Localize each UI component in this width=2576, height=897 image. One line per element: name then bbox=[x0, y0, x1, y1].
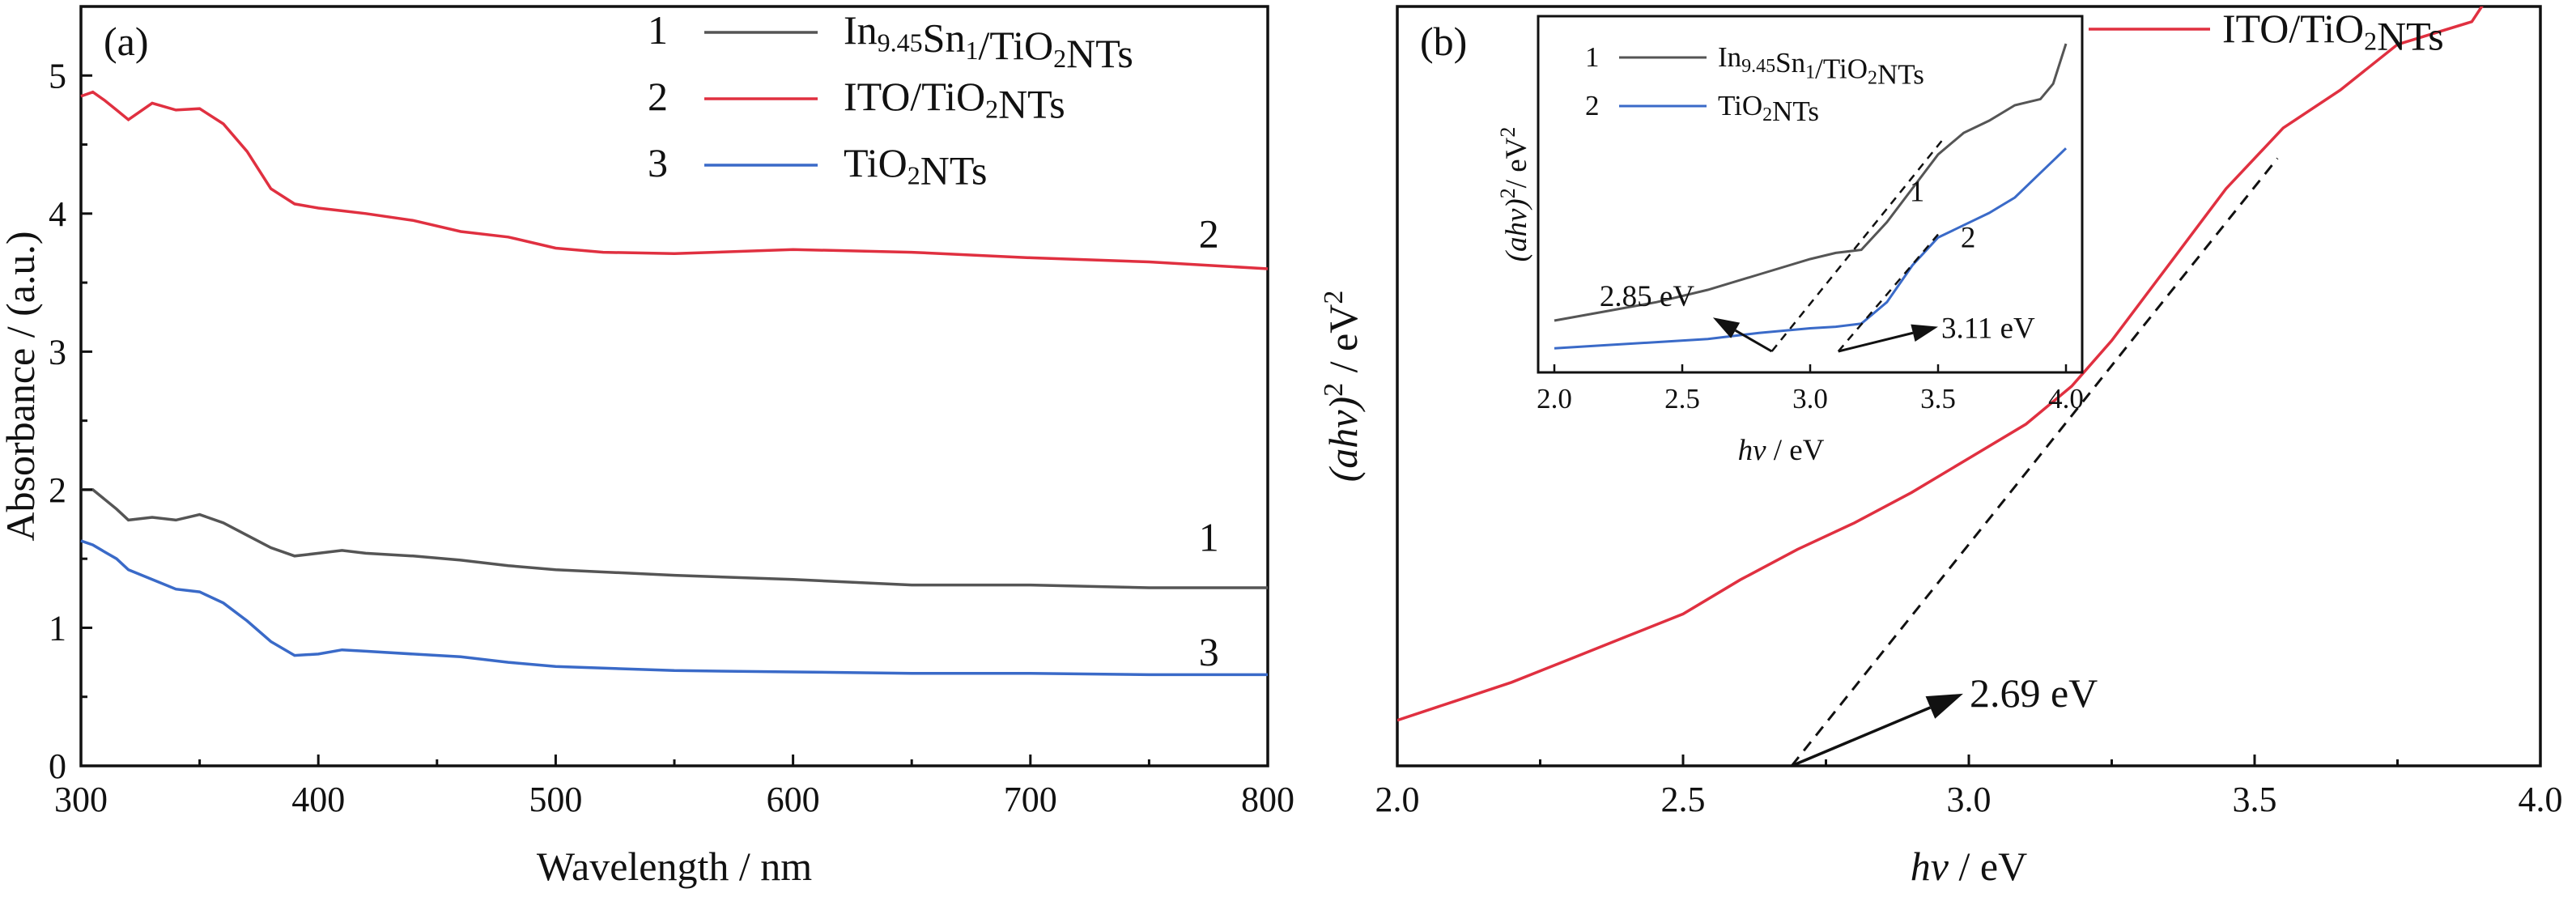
panel-b-x-tick-label: 3.5 bbox=[2233, 780, 2277, 819]
panel-a-x-tick-label: 800 bbox=[1241, 780, 1294, 819]
panel-b-annotation-label: 2.69 eV bbox=[1970, 670, 2098, 716]
panel-a-legend-label: ITO/TiO2NTs bbox=[844, 74, 1065, 127]
panel-b-legend: ITO/TiO2NTs bbox=[2089, 6, 2444, 59]
inset-x-tick-label: 2.0 bbox=[1537, 383, 1572, 414]
panel-a-y-tick-label: 0 bbox=[49, 746, 66, 786]
inset-arrow-head bbox=[1712, 317, 1741, 338]
panel-b-curves bbox=[1397, 6, 2484, 766]
panel-b-legend-label: ITO/TiO2NTs bbox=[2222, 6, 2444, 59]
inset-y-axis-title: (ahv)2/ eV2 bbox=[1496, 127, 1533, 262]
inset-arrow-shaft bbox=[1838, 331, 1914, 353]
inset-curve-label: 1 bbox=[1910, 175, 1925, 208]
inset-background bbox=[1538, 16, 2082, 372]
panel-b-x-axis-title: hv / eV bbox=[1911, 844, 2027, 889]
inset-arrow-head bbox=[1911, 324, 1938, 342]
panel-a-series-line-2 bbox=[80, 90, 1269, 270]
panel-a-y-tick-label: 1 bbox=[49, 608, 66, 648]
inset-legend-number: 1 bbox=[1585, 41, 1600, 73]
inset-legend-number: 2 bbox=[1585, 90, 1600, 121]
panel-a-legend-label: TiO2NTs bbox=[844, 140, 987, 193]
inset-x-tick-label: 4.0 bbox=[2048, 383, 2084, 414]
inset-curves bbox=[1554, 43, 2068, 352]
panel-b-x-tick-label: 2.5 bbox=[1661, 780, 1706, 819]
inset-legend-label: TiO2NTs bbox=[1718, 90, 1819, 127]
inset-annotations: 2.85 eV 3.11 eV bbox=[1600, 280, 2035, 353]
panel-a-legend-number: 3 bbox=[648, 140, 668, 185]
inset-legend-label: In9.45Sn1/TiO2NTs bbox=[1718, 41, 1924, 91]
panel-a-ticks: 300 400 500 600 700 800 0 1 2 3 4 5 bbox=[49, 56, 1294, 819]
panel-a-x-tick-label: 400 bbox=[291, 780, 345, 819]
panel-a-legend-number: 2 bbox=[648, 74, 668, 119]
panel-a-label: (a) bbox=[104, 19, 149, 64]
panel-a-legend: 1 In9.45Sn1/TiO2NTs 2 ITO/TiO2NTs 3 TiO2NTs bbox=[648, 7, 1133, 193]
panel-b-tangent-line bbox=[1790, 157, 2279, 766]
panel-a-y-axis-title: Absorbance / (a.u.) bbox=[0, 231, 43, 541]
panel-a-legend-label: In9.45Sn1/TiO2NTs bbox=[844, 7, 1133, 76]
panel-a-y-tick-label: 5 bbox=[49, 56, 66, 96]
panel-b-ticks: 2.0 2.5 3.0 3.5 4.0 bbox=[1375, 755, 2563, 819]
panel-b-x-tick-label: 4.0 bbox=[2519, 780, 2563, 819]
panel-a-y-tick-label: 2 bbox=[49, 470, 66, 510]
inset-tangent-line bbox=[1837, 233, 1939, 352]
panel-b-label: (b) bbox=[1420, 19, 1467, 64]
panel-b-x-tick-label: 2.0 bbox=[1375, 780, 1420, 819]
inset-series-line-2 bbox=[1554, 147, 2068, 350]
inset-x-tick-label: 2.5 bbox=[1664, 383, 1700, 414]
inset-annotation-label: 2.85 eV bbox=[1600, 280, 1694, 313]
panel-b: (b) 2.0 2.5 3.0 3.5 4.0 ITO/TiO2NTs 2.69 eV … bbox=[1319, 5, 2563, 889]
panel-a-y-tick-label: 3 bbox=[49, 332, 66, 372]
panel-a-curves bbox=[80, 90, 1269, 677]
panel-b-series-line-1 bbox=[1397, 6, 2484, 722]
panel-a-curve-labels: 2 1 3 bbox=[1199, 210, 1219, 674]
panel-a-x-tick-label: 500 bbox=[529, 780, 582, 819]
panel-b-y-axis-title: (ahv)2 / eV2 bbox=[1319, 291, 1366, 483]
panel-a-frame bbox=[79, 5, 1269, 767]
inset-ticks: 2.0 2.5 3.0 3.5 4.0 bbox=[1537, 364, 2084, 414]
inset-x-tick-label: 3.5 bbox=[1920, 383, 1956, 414]
panel-a-curve-label: 3 bbox=[1199, 629, 1219, 674]
panel-a: (a) 300 400 500 600 700 800 0 1 2 3 4 5 1 In9.45Sn1/… bbox=[0, 5, 1294, 889]
panel-a-x-tick-label: 700 bbox=[1004, 780, 1057, 819]
panel-a-x-tick-label: 300 bbox=[54, 780, 108, 819]
inset-x-tick-label: 3.0 bbox=[1792, 383, 1828, 414]
panel-b-arrow-head bbox=[1925, 693, 1963, 719]
inset-arrow-shaft bbox=[1734, 329, 1773, 353]
inset-chart: 2.0 2.5 3.0 3.5 4.0 1 In9.45Sn1/TiO2NTs 2 TiO2N… bbox=[1496, 15, 2084, 467]
panel-a-curve-label: 1 bbox=[1199, 515, 1219, 560]
panel-a-y-tick-label: 4 bbox=[49, 194, 66, 234]
inset-tangent-line bbox=[1770, 138, 1945, 352]
panel-b-x-tick-label: 3.0 bbox=[1947, 780, 1992, 819]
panel-b-annotation: 2.69 eV bbox=[1791, 670, 2098, 767]
inset-curve-label: 2 bbox=[1961, 221, 1976, 254]
panel-a-legend-number: 1 bbox=[648, 7, 668, 53]
panel-a-x-axis-title: Wavelength / nm bbox=[537, 844, 812, 889]
inset-x-axis-title: hv / eV bbox=[1738, 434, 1825, 467]
panel-b-arrow-shaft bbox=[1791, 706, 1932, 767]
inset-annotation-label: 3.11 eV bbox=[1941, 312, 2035, 346]
panel-a-curve-label: 2 bbox=[1199, 210, 1219, 256]
panel-a-series-line-3 bbox=[80, 539, 1268, 677]
inset-series-line-1 bbox=[1554, 43, 2068, 322]
inset-legend: 1 In9.45Sn1/TiO2NTs 2 TiO2NTs bbox=[1585, 41, 1924, 127]
panel-a-series-line-1 bbox=[81, 488, 1268, 589]
inset-curve-labels: 12 bbox=[1910, 175, 1976, 254]
panel-a-x-tick-label: 600 bbox=[767, 780, 820, 819]
